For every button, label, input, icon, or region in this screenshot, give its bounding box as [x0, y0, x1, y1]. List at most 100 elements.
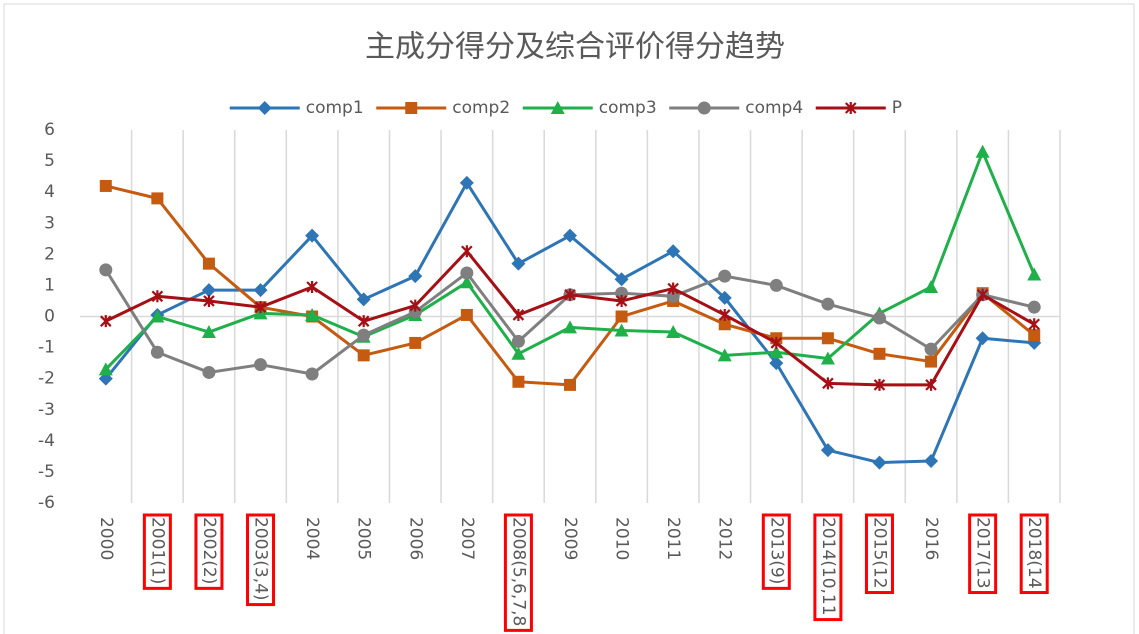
point	[614, 323, 629, 337]
x-tick-label: 2012	[715, 517, 735, 560]
x-tick: 2014(10,11	[813, 513, 843, 622]
x-tick-label: 2000	[96, 517, 116, 560]
point	[459, 275, 474, 289]
point	[99, 263, 113, 277]
point	[770, 336, 783, 349]
point	[511, 334, 525, 348]
point	[409, 336, 422, 349]
point	[769, 345, 784, 359]
point	[306, 280, 318, 293]
point	[717, 348, 732, 362]
point	[975, 144, 990, 158]
point	[202, 365, 216, 379]
legend-label: P	[892, 98, 902, 118]
point	[305, 307, 320, 321]
series-line	[104, 150, 1036, 371]
legend-marker	[844, 102, 857, 114]
y-tick-label: 1	[44, 275, 55, 295]
y-tick-label: 5	[44, 151, 55, 171]
point	[615, 310, 628, 323]
point	[305, 367, 319, 381]
x-tick: 2011	[663, 517, 683, 560]
x-tick-label: 2002(2)	[199, 517, 219, 584]
y-tick-label: -6	[38, 493, 55, 513]
point	[667, 282, 679, 295]
highlight-box	[761, 513, 791, 590]
x-tick-label: 2011	[663, 517, 683, 560]
x-tick: 2005	[354, 517, 374, 560]
point	[254, 358, 268, 372]
y-tick-label: 6	[44, 120, 55, 140]
point	[821, 297, 835, 311]
legend-marker	[405, 102, 418, 114]
point	[564, 288, 576, 301]
point	[873, 378, 886, 391]
point	[150, 309, 165, 323]
point	[564, 378, 576, 391]
point	[409, 299, 422, 312]
y-tick-label: 0	[44, 307, 55, 327]
point	[769, 356, 784, 371]
point	[461, 245, 473, 258]
chart-title: 主成分得分及综合评价得分趋势	[365, 30, 785, 65]
x-tick-label: 2009	[560, 517, 580, 560]
point	[512, 375, 525, 388]
point	[975, 331, 990, 346]
x-tick-label: 2005	[354, 517, 374, 560]
x-tick-label: 2001(1)	[147, 517, 167, 584]
point	[820, 443, 835, 458]
x-tick-label: 2007	[457, 517, 477, 560]
legend-marker	[257, 101, 272, 115]
x-tick: 2008(5,6,7,8	[503, 513, 533, 632]
y-tick-label: -3	[38, 400, 55, 420]
series-line	[105, 184, 1036, 387]
legend-label: comp1	[306, 98, 364, 118]
point	[254, 301, 267, 314]
point	[614, 272, 629, 287]
point	[459, 175, 474, 190]
y-tick-label: 4	[44, 182, 55, 202]
point	[924, 279, 939, 293]
point	[150, 345, 164, 359]
x-tick: 2013(9)	[761, 513, 791, 590]
y-tick-label: -1	[38, 338, 55, 358]
point	[718, 318, 731, 331]
point	[976, 288, 989, 301]
point	[1027, 300, 1041, 314]
point	[924, 342, 938, 356]
x-tick-label: 2004	[302, 517, 322, 560]
point	[925, 378, 937, 391]
point	[769, 278, 783, 292]
x-tick: 2009	[560, 517, 580, 560]
x-tick-label: 2010	[612, 517, 632, 560]
legend-marker	[550, 101, 565, 114]
x-tick: 2004	[302, 517, 322, 560]
x-tick-label: 2006	[405, 517, 425, 560]
x-tick-label: 2003(3,4)	[251, 517, 271, 601]
point	[873, 347, 886, 360]
point	[563, 320, 577, 334]
point	[151, 192, 164, 205]
point	[151, 290, 164, 303]
point	[460, 266, 474, 280]
x-tick: 2001(1)	[142, 513, 172, 590]
y-tick-label: -2	[38, 369, 55, 389]
point	[718, 269, 732, 283]
point	[872, 455, 887, 470]
highlight-box	[503, 513, 533, 632]
point	[253, 283, 268, 298]
point	[666, 244, 681, 259]
x-tick: 2003(3,4)	[246, 513, 276, 607]
point	[98, 362, 113, 376]
x-tick-label: 2016	[921, 517, 941, 560]
x-tick-label: 2015(12	[869, 517, 889, 589]
point	[718, 308, 731, 321]
x-tick-label: 2017(13	[973, 517, 993, 589]
point	[821, 332, 834, 345]
point	[822, 377, 834, 390]
point	[511, 256, 526, 271]
point	[666, 325, 681, 339]
x-tick: 2017(13	[968, 513, 998, 595]
point	[511, 346, 526, 360]
point	[201, 283, 216, 298]
